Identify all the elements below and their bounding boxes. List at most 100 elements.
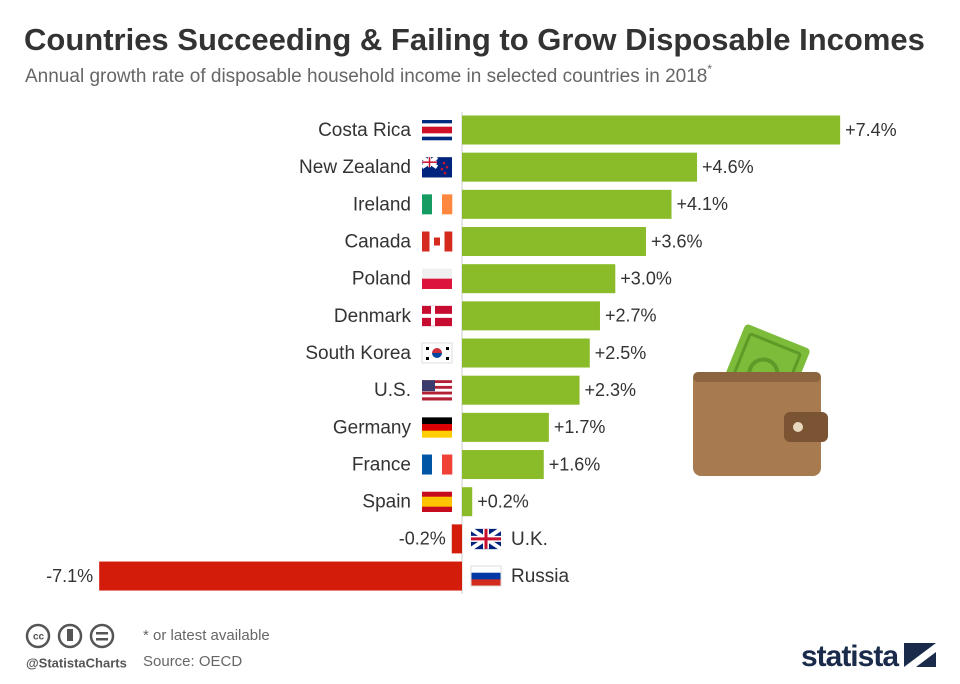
bar — [462, 152, 698, 182]
flag-part — [422, 397, 452, 401]
flag-part — [428, 157, 431, 168]
value-label: +2.3% — [585, 380, 637, 400]
flag-part — [444, 231, 453, 252]
flag-part — [432, 194, 443, 215]
bar — [462, 115, 841, 145]
value-label: +2.5% — [595, 343, 647, 363]
nd-icon — [96, 632, 108, 635]
bar — [462, 412, 549, 442]
flag-part — [422, 380, 435, 392]
bar — [462, 227, 646, 257]
flag-part — [446, 347, 449, 351]
flag-part — [422, 231, 430, 252]
category-label: South Korea — [305, 343, 411, 364]
bar — [462, 189, 672, 219]
flag-part — [470, 565, 502, 587]
handle: @StatistaCharts — [26, 655, 127, 670]
nd-icon — [96, 638, 108, 641]
flag-part — [442, 161, 446, 165]
category-label: Poland — [352, 269, 411, 290]
source: Source: OECD — [143, 653, 242, 670]
value-label: -7.1% — [46, 566, 93, 586]
flag-part — [422, 380, 452, 384]
flag-part — [443, 171, 447, 175]
flag-part — [422, 430, 452, 438]
flag-part — [431, 305, 435, 326]
flag-part — [440, 167, 444, 171]
bar — [462, 375, 580, 405]
flag-part — [422, 136, 452, 141]
flag-part — [422, 123, 452, 127]
value-label: +0.2% — [477, 491, 529, 511]
bar — [462, 450, 544, 480]
cc-icon-text: cc — [33, 632, 45, 643]
category-label: New Zealand — [299, 157, 411, 178]
wallet-icon — [693, 324, 828, 476]
value-label: +4.6% — [702, 157, 754, 177]
value-label: +2.7% — [605, 306, 657, 326]
flag-part — [426, 347, 429, 351]
chart-title: Countries Succeeding & Failing to Grow D… — [24, 22, 925, 57]
category-label: Ireland — [353, 194, 411, 215]
brand-logo: statista — [801, 640, 899, 673]
flag-part — [422, 278, 452, 289]
flag-part — [422, 391, 452, 395]
value-label: +1.6% — [549, 454, 601, 474]
category-label: U.S. — [374, 380, 411, 401]
flag-part — [432, 348, 442, 354]
flag-part — [422, 388, 452, 392]
subtitle-text: Annual growth rate of disposable househo… — [25, 66, 707, 87]
flag-part — [422, 417, 452, 425]
flag-part — [442, 454, 453, 475]
by-icon — [67, 629, 73, 641]
flag-part — [422, 506, 452, 512]
chart-subtitle: Annual growth rate of disposable househo… — [25, 62, 712, 87]
flag-part — [422, 133, 452, 137]
footnote: * or latest available — [143, 627, 270, 644]
flag-part — [422, 454, 433, 475]
flag-part — [471, 579, 501, 587]
flag-part — [422, 126, 452, 134]
flag-part — [446, 357, 449, 361]
value-label: +4.1% — [677, 194, 729, 214]
category-label: Germany — [333, 417, 412, 438]
flag-part — [422, 424, 452, 431]
value-label: +1.7% — [554, 417, 606, 437]
flag-part — [471, 572, 501, 580]
flag-part — [422, 194, 433, 215]
subtitle-note: * — [707, 62, 712, 76]
flag-part — [471, 566, 501, 574]
category-label: U.K. — [511, 529, 548, 550]
value-label: +3.6% — [651, 231, 703, 251]
flag-part — [445, 165, 449, 169]
category-label: Russia — [511, 566, 570, 587]
flag-part — [422, 120, 452, 124]
flag-part — [484, 528, 488, 549]
flag-part — [434, 237, 440, 246]
bar — [462, 264, 616, 294]
flag-part — [422, 496, 452, 507]
flag-part — [426, 357, 429, 361]
flag-part — [422, 268, 452, 279]
flag-part — [422, 491, 452, 497]
bar — [462, 338, 590, 368]
flag-part — [422, 394, 452, 398]
category-label: Costa Rica — [318, 120, 411, 141]
flag-part — [432, 353, 442, 359]
category-label: France — [352, 455, 411, 476]
flag-part — [442, 194, 453, 215]
flag-part — [432, 454, 443, 475]
flag-part — [422, 383, 452, 387]
flag-part — [422, 385, 452, 390]
flag-part — [421, 342, 453, 364]
license-icons — [25, 623, 115, 649]
bar — [451, 524, 462, 554]
category-label: Denmark — [334, 306, 412, 327]
value-label: +3.0% — [620, 268, 672, 288]
category-label: Canada — [344, 232, 411, 253]
brand-icon — [904, 643, 936, 667]
value-label: -0.2% — [399, 529, 446, 549]
bar — [462, 301, 600, 331]
bar — [99, 561, 462, 591]
